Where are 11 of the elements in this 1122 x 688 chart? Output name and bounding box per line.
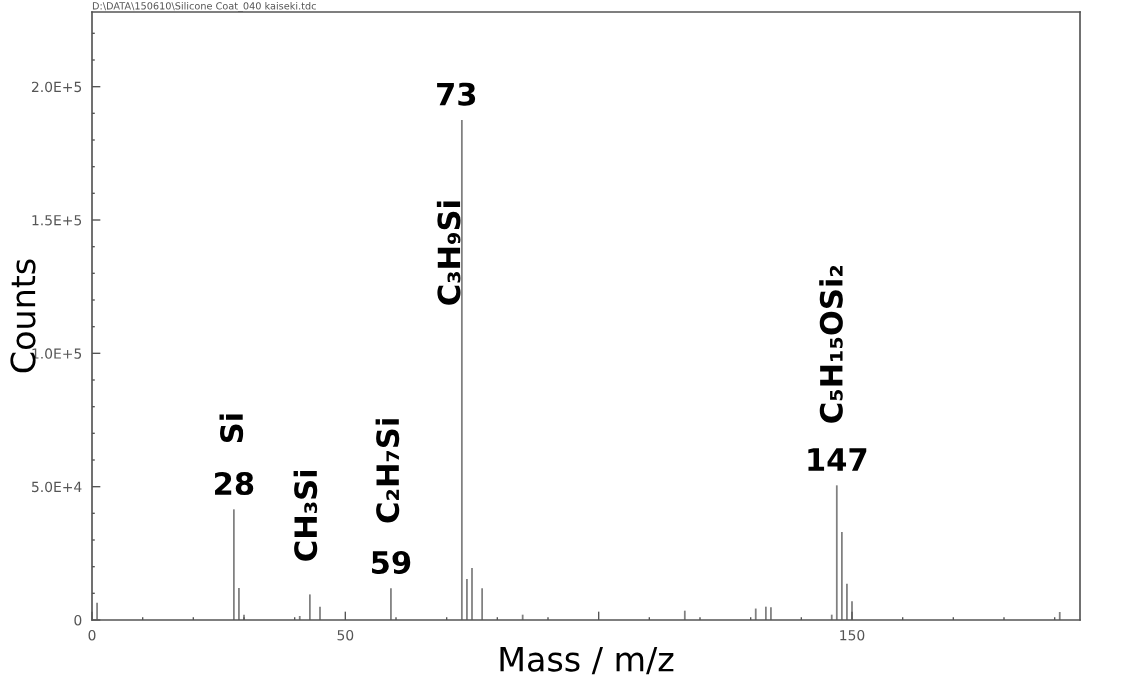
- x-axis-title: Mass / m/z: [500, 646, 674, 675]
- annotation: C₃H₉Si: [436, 201, 461, 305]
- annotation: 73: [437, 82, 476, 106]
- annotation: CH₃Si: [293, 470, 318, 561]
- annotation: 147: [808, 448, 867, 471]
- annotation: C₅H₁₅OSi₂: [819, 265, 843, 423]
- y-axis-title: Counts: [10, 259, 36, 373]
- annotation: 59: [372, 550, 411, 575]
- annotation: Si: [219, 414, 244, 443]
- annotation: C₂H₇Si: [375, 419, 400, 523]
- annotation: 28: [215, 471, 254, 496]
